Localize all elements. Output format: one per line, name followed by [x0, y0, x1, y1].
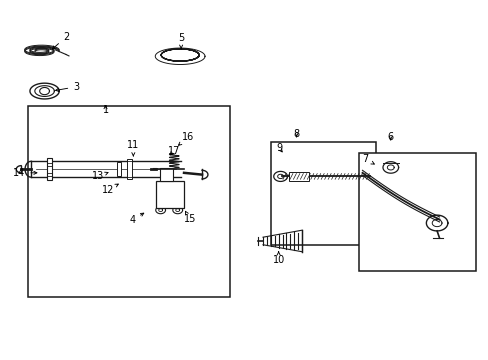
Bar — [27, 107, 229, 297]
Text: 12: 12 — [102, 184, 118, 195]
Text: 6: 6 — [387, 132, 393, 142]
Bar — [127, 159, 132, 179]
Bar — [117, 162, 121, 176]
Text: 14: 14 — [13, 168, 37, 178]
Text: 11: 11 — [127, 140, 139, 156]
Polygon shape — [273, 171, 287, 181]
Text: 4: 4 — [129, 213, 143, 225]
Text: 17: 17 — [167, 145, 180, 156]
Text: 2: 2 — [52, 32, 69, 49]
Text: 15: 15 — [183, 211, 196, 224]
Text: 7: 7 — [362, 154, 374, 164]
Polygon shape — [382, 162, 398, 173]
Bar — [46, 158, 52, 180]
Polygon shape — [157, 183, 164, 189]
Text: 13: 13 — [92, 171, 108, 181]
Text: 3: 3 — [56, 82, 79, 92]
Text: 16: 16 — [178, 132, 194, 145]
Bar — [271, 142, 375, 244]
Polygon shape — [161, 169, 171, 176]
Polygon shape — [156, 207, 165, 214]
Text: 5: 5 — [178, 33, 184, 49]
Text: 9: 9 — [276, 143, 282, 153]
Polygon shape — [172, 207, 182, 214]
Text: 8: 8 — [293, 129, 299, 139]
Bar — [358, 153, 475, 271]
Bar — [289, 172, 308, 181]
Polygon shape — [173, 183, 181, 189]
Text: 10: 10 — [272, 252, 284, 265]
Text: 1: 1 — [102, 105, 108, 115]
Polygon shape — [426, 215, 447, 231]
Bar — [159, 168, 173, 181]
Bar — [156, 181, 183, 208]
